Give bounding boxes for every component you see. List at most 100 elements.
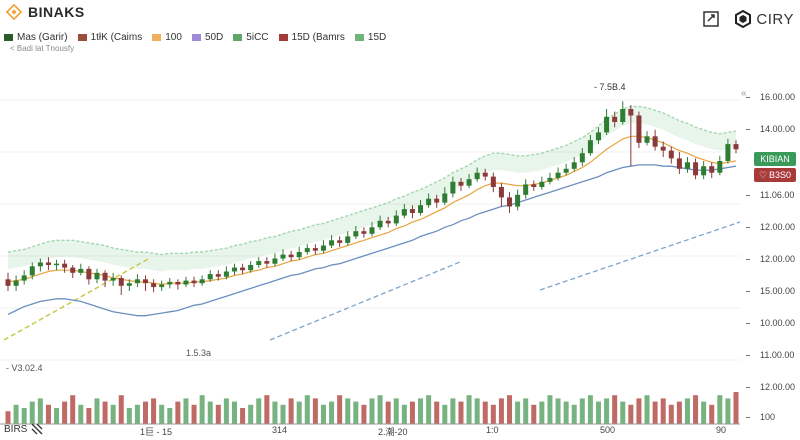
- legend-label: 15D (Bamrs: [291, 32, 345, 43]
- legend-label: 100: [165, 32, 182, 43]
- screenshot-icon: [703, 11, 720, 27]
- brand[interactable]: BINAKS: [6, 2, 85, 22]
- volume-bar: [248, 404, 254, 424]
- volume-bar: [733, 392, 739, 424]
- legend-item[interactable]: 1tłK (Caims: [77, 32, 142, 43]
- legend-swatch: [152, 34, 162, 41]
- candle-body: [296, 252, 302, 258]
- candle-body: [442, 193, 448, 203]
- chart-settings-icon: [31, 423, 43, 435]
- candle-body: [709, 166, 715, 173]
- candle-body: [458, 181, 464, 186]
- sublegend: < Badi lat Tnousfy: [10, 44, 75, 53]
- candle-body: [531, 184, 537, 187]
- volume-bar: [393, 398, 399, 424]
- volume-bar: [725, 398, 731, 424]
- y-tick-label: 12.00.00: [760, 222, 796, 232]
- volume-bar: [337, 395, 343, 424]
- legend-item[interactable]: 15D: [354, 32, 386, 43]
- candle-body: [490, 176, 496, 187]
- volume-bar: [86, 408, 92, 424]
- collapse-arrow-icon[interactable]: «: [741, 88, 747, 99]
- ma-long-line: [7, 164, 737, 317]
- legend-label: 5iCC: [246, 32, 269, 43]
- volume-bar: [515, 401, 521, 424]
- candle-body: [102, 272, 108, 281]
- volume-bar: [110, 404, 116, 424]
- candle-body: [409, 209, 415, 213]
- candle-body: [21, 275, 27, 281]
- volume-bar: [296, 401, 302, 424]
- volume-bar: [126, 408, 132, 424]
- candle-body: [110, 278, 116, 281]
- screenshot-button[interactable]: [700, 8, 722, 30]
- volume-bar: [280, 404, 286, 424]
- candle-body: [215, 274, 221, 277]
- candle-body: [70, 267, 76, 273]
- volume-bar: [54, 408, 60, 424]
- price-axis[interactable]: 16.00.00 14.00.00 11.06.00 12.00.00 12.00.00…: [740, 0, 800, 440]
- volume-bar: [134, 404, 140, 424]
- candle-body: [78, 268, 84, 273]
- volume-bar: [604, 398, 610, 424]
- volume-bar: [215, 404, 221, 424]
- price-badge-up[interactable]: KIBIAN: [754, 152, 796, 166]
- footer-label: BIRS: [4, 423, 28, 435]
- candle-body: [248, 265, 254, 271]
- candle-body: [94, 272, 100, 280]
- candle-body: [207, 274, 213, 280]
- candle-body: [563, 168, 569, 173]
- volume-bar: [442, 404, 448, 424]
- volume-bar: [555, 398, 561, 424]
- volume-bar: [13, 404, 19, 424]
- candle-body: [175, 281, 181, 285]
- y-tick-mark: [746, 195, 750, 196]
- candle-body: [199, 279, 205, 284]
- x-tick-label: 1:0: [486, 425, 499, 435]
- app-title: BINAKS: [28, 4, 85, 20]
- candle-body: [539, 181, 545, 187]
- candle-body: [264, 261, 270, 264]
- y-tick-mark: [746, 323, 750, 324]
- price-badge-down[interactable]: ♡ B3S0: [754, 168, 796, 182]
- volume-bar: [676, 401, 682, 424]
- volume-bar: [482, 401, 488, 424]
- legend-item[interactable]: 15D (Bamrs: [278, 32, 345, 43]
- corner-settings[interactable]: BIRS: [4, 423, 43, 435]
- candle-body: [377, 220, 383, 228]
- city-button[interactable]: CIRY: [734, 10, 794, 28]
- candle-body: [231, 267, 237, 272]
- candle-body: [587, 140, 593, 154]
- candle-body: [345, 236, 351, 243]
- candle-body: [426, 198, 432, 206]
- candle-body: [474, 172, 480, 180]
- candle-body: [450, 181, 456, 194]
- time-axis[interactable]: 1巨 - 15 314 2.潮-20 1:0 500 90: [0, 425, 800, 440]
- candle-body: [636, 115, 642, 143]
- volume-bar: [102, 401, 108, 424]
- legend-item[interactable]: Mas (Garir): [4, 32, 68, 43]
- x-tick-label: 1巨 - 15: [140, 427, 173, 437]
- legend-item[interactable]: 50D: [191, 32, 224, 43]
- badge-up-label: KIBIAN: [760, 154, 790, 164]
- legend-item[interactable]: 5iCC: [233, 32, 269, 43]
- volume-bar: [45, 404, 51, 424]
- candle-body: [498, 187, 504, 198]
- volume-bar: [490, 404, 496, 424]
- candle-body: [693, 162, 699, 176]
- volume-bar: [523, 398, 529, 424]
- volume-bar: [701, 401, 707, 424]
- legend-item[interactable]: 100: [152, 32, 182, 43]
- candle-body: [555, 172, 561, 178]
- volume-bar: [547, 395, 553, 424]
- legend-label: 50D: [204, 32, 224, 43]
- volume-bar: [272, 401, 278, 424]
- volume-bar: [628, 404, 634, 424]
- volume-bar: [409, 401, 415, 424]
- volume-bar: [199, 395, 205, 424]
- volume-bar: [256, 398, 262, 424]
- candle-body: [612, 116, 618, 122]
- volume-bar: [612, 395, 618, 424]
- y-tick-label: 100: [760, 412, 776, 422]
